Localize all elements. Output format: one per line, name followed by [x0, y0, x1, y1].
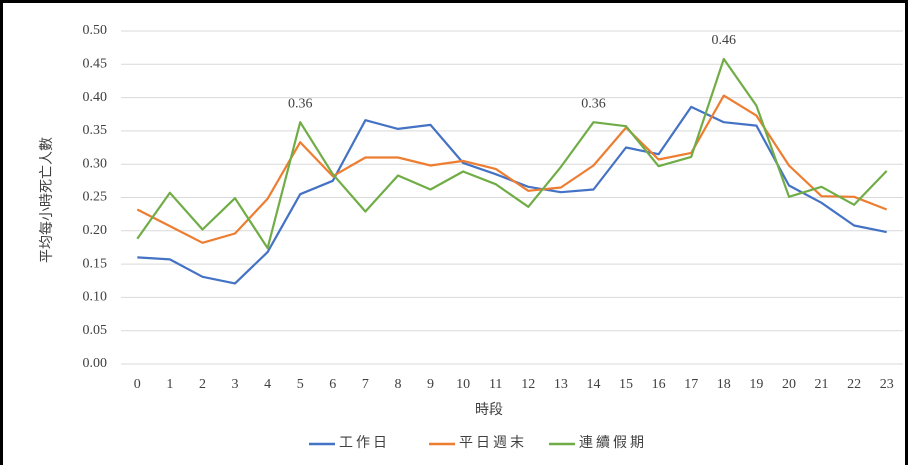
x-tick-label: 19 — [749, 377, 763, 392]
x-tick-label: 14 — [586, 377, 600, 392]
y-tick-label: 0.00 — [83, 356, 108, 371]
x-tick-label: 15 — [619, 377, 633, 392]
x-tick-label: 23 — [880, 377, 894, 392]
x-tick-label: 7 — [362, 377, 369, 392]
x-tick-label: 10 — [456, 377, 470, 392]
y-axis-title: 平均每小時死亡人數 — [39, 137, 55, 263]
data-label: 0.46 — [712, 33, 737, 48]
x-tick-label: 3 — [232, 377, 239, 392]
y-tick-label: 0.25 — [83, 190, 108, 205]
x-axis-title: 時段 — [475, 402, 503, 418]
x-tick-label: 6 — [329, 377, 336, 392]
y-tick-label: 0.50 — [83, 23, 108, 38]
data-label: 0.36 — [581, 96, 606, 111]
x-tick-label: 16 — [652, 377, 666, 392]
x-tick-label: 9 — [427, 377, 434, 392]
y-tick-label: 0.20 — [83, 223, 108, 238]
legend-label: 連續假期 — [579, 435, 647, 451]
x-tick-label: 1 — [166, 377, 173, 392]
x-tick-label: 11 — [489, 377, 502, 392]
data-label: 0.36 — [288, 96, 313, 111]
y-tick-label: 0.05 — [83, 323, 108, 338]
x-tick-label: 2 — [199, 377, 206, 392]
x-tick-label: 8 — [394, 377, 401, 392]
x-tick-label: 22 — [847, 377, 861, 392]
x-tick-label: 17 — [684, 377, 698, 392]
x-tick-label: 21 — [815, 377, 829, 392]
x-tick-label: 0 — [134, 377, 141, 392]
chart: 平均每小時死亡人數 時段 0.00 0.05 0.10 0.15 0.20 0.25 0.3… — [39, 23, 903, 451]
y-tick-label: 0.30 — [83, 156, 108, 171]
legend-label: 平日週末 — [459, 435, 527, 451]
series-line — [136, 57, 888, 250]
x-tick-label: 5 — [297, 377, 304, 392]
x-tick-label: 12 — [521, 377, 535, 392]
x-tick-label: 13 — [554, 377, 568, 392]
y-tick-label: 0.40 — [83, 90, 108, 105]
y-tick-label: 0.35 — [83, 123, 108, 138]
x-tick-label: 4 — [264, 377, 271, 392]
y-tick-label: 0.45 — [83, 57, 108, 72]
y-tick-label: 0.15 — [83, 256, 108, 271]
x-tick-label: 18 — [717, 377, 731, 392]
x-tick-label: 20 — [782, 377, 796, 392]
y-tick-label: 0.10 — [83, 290, 108, 305]
legend-label: 工作日 — [339, 435, 390, 451]
